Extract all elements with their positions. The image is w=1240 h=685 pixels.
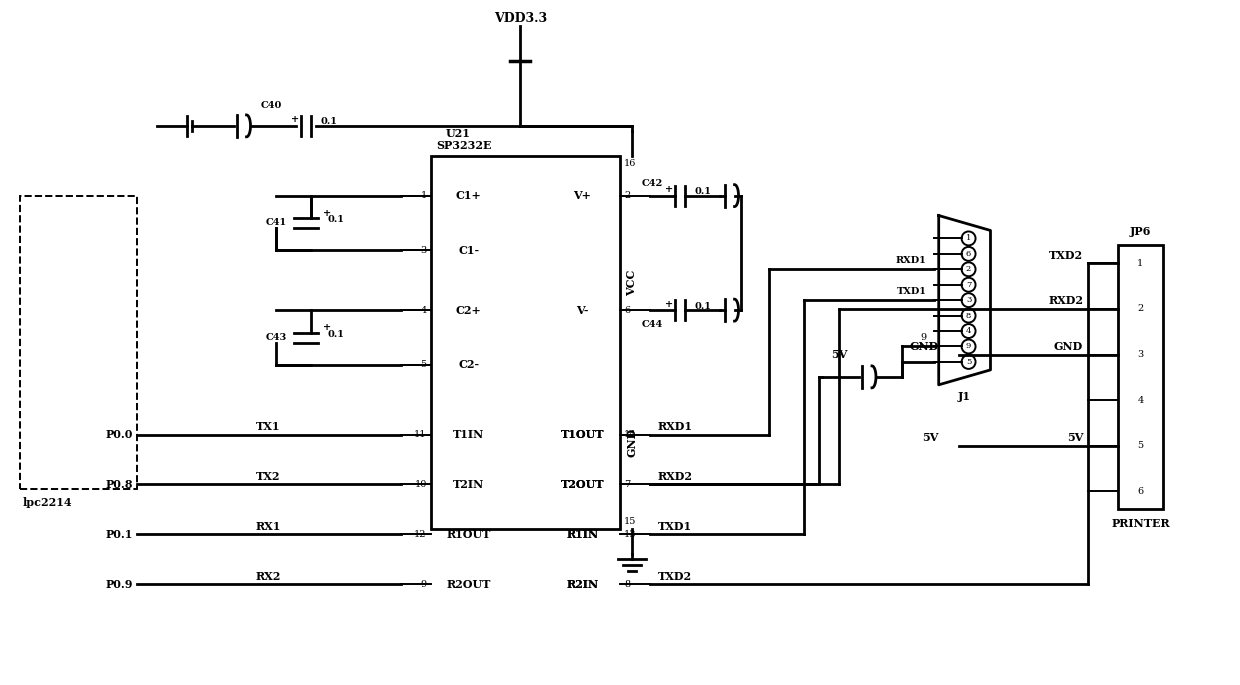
Text: TXD1: TXD1	[897, 287, 926, 296]
Text: TX2: TX2	[257, 471, 280, 482]
Text: RX1: RX1	[255, 521, 281, 532]
Text: 1: 1	[420, 191, 427, 200]
Text: +: +	[324, 208, 331, 218]
Text: 5: 5	[420, 360, 427, 369]
Text: 10: 10	[414, 480, 427, 489]
Text: C43: C43	[265, 333, 286, 342]
Text: P0.9: P0.9	[105, 579, 133, 590]
Text: lpc2214: lpc2214	[22, 497, 72, 508]
Text: 9: 9	[920, 333, 926, 342]
Text: C1+: C1+	[456, 190, 481, 201]
Text: 7: 7	[624, 480, 630, 489]
Text: 0.1: 0.1	[694, 187, 711, 196]
Text: +: +	[665, 185, 673, 194]
Text: TXD2: TXD2	[1049, 250, 1083, 261]
Text: RXD2: RXD2	[1048, 295, 1083, 306]
Text: R2OUT: R2OUT	[446, 579, 491, 590]
Text: 0.1: 0.1	[694, 301, 711, 311]
Text: P0.1: P0.1	[105, 529, 133, 540]
Text: T2OUT: T2OUT	[560, 479, 604, 490]
Text: 0.1: 0.1	[321, 117, 337, 127]
Text: RXD2: RXD2	[657, 471, 692, 482]
Text: 16: 16	[624, 159, 636, 169]
Text: 0.1: 0.1	[327, 330, 345, 339]
Text: 3: 3	[420, 246, 427, 255]
Text: TX1: TX1	[257, 421, 280, 432]
Text: RXD1: RXD1	[897, 256, 926, 265]
Text: 11: 11	[414, 430, 427, 439]
Text: 1: 1	[1137, 259, 1143, 268]
Text: 6: 6	[966, 250, 971, 258]
Text: T2IN: T2IN	[453, 479, 485, 490]
Text: C42: C42	[641, 179, 662, 188]
Text: RXD1: RXD1	[657, 421, 692, 432]
Text: TXD2: TXD2	[657, 571, 692, 582]
Text: RX2: RX2	[255, 571, 281, 582]
Bar	[20, 196, 136, 489]
Text: 13: 13	[624, 530, 636, 538]
Text: 2: 2	[1137, 304, 1143, 314]
Text: 5V: 5V	[1066, 432, 1083, 443]
Text: 3: 3	[1137, 350, 1143, 359]
Text: 8: 8	[624, 580, 630, 588]
Text: 2: 2	[624, 191, 630, 200]
Text: T1IN: T1IN	[453, 429, 485, 440]
Text: 15: 15	[624, 516, 636, 526]
Text: 12: 12	[414, 530, 427, 538]
Text: V-: V-	[575, 305, 589, 316]
Text: GND: GND	[626, 427, 637, 457]
Text: 9: 9	[420, 580, 427, 588]
Bar	[1118, 245, 1163, 510]
Text: SP3232E: SP3232E	[435, 140, 491, 151]
Text: 6: 6	[624, 306, 630, 314]
Text: 7: 7	[966, 281, 971, 289]
Text: J1: J1	[959, 391, 971, 402]
Text: T1OUT: T1OUT	[560, 429, 604, 440]
Text: 14: 14	[624, 430, 636, 439]
Text: V+: V+	[573, 190, 591, 201]
Text: GND: GND	[1054, 341, 1083, 352]
Text: U21: U21	[445, 128, 471, 139]
Text: TXD1: TXD1	[657, 521, 692, 532]
Text: PRINTER: PRINTER	[1111, 518, 1169, 529]
Text: 4: 4	[966, 327, 971, 335]
Text: 4: 4	[1137, 396, 1143, 405]
Text: 5V: 5V	[923, 432, 939, 443]
Text: 0.1: 0.1	[327, 216, 345, 225]
Text: 5V: 5V	[831, 349, 847, 360]
Text: P0.0: P0.0	[105, 429, 133, 440]
Text: C2-: C2-	[458, 360, 479, 371]
Text: VDD3.3: VDD3.3	[494, 12, 547, 25]
Text: T2OUT: T2OUT	[560, 479, 604, 490]
Text: C1-: C1-	[458, 245, 479, 256]
Text: 6: 6	[1137, 487, 1143, 496]
Text: 2: 2	[966, 265, 971, 273]
Text: R2IN: R2IN	[567, 579, 598, 590]
Text: C41: C41	[265, 219, 286, 227]
Text: 1: 1	[966, 234, 971, 242]
Text: +: +	[324, 323, 331, 332]
Text: +: +	[291, 115, 299, 125]
Text: C2+: C2+	[456, 305, 481, 316]
Text: 9: 9	[966, 342, 971, 351]
Text: 5: 5	[1137, 441, 1143, 450]
Text: C40: C40	[260, 101, 283, 110]
Text: GND: GND	[909, 341, 939, 352]
Text: R2IN: R2IN	[567, 579, 598, 590]
Text: R1IN: R1IN	[567, 529, 598, 540]
Text: 4: 4	[420, 306, 427, 314]
Text: JP6: JP6	[1130, 226, 1151, 237]
Text: C44: C44	[641, 320, 662, 329]
Text: P0.8: P0.8	[105, 479, 133, 490]
Text: T1OUT: T1OUT	[560, 429, 604, 440]
Text: VCC: VCC	[626, 270, 637, 296]
Text: 5: 5	[966, 358, 971, 366]
Bar	[430, 155, 620, 530]
Text: 3: 3	[966, 296, 971, 304]
Text: +: +	[665, 299, 673, 309]
Text: R1OUT: R1OUT	[446, 529, 491, 540]
Text: 8: 8	[966, 312, 971, 320]
Text: R1IN: R1IN	[567, 529, 598, 540]
